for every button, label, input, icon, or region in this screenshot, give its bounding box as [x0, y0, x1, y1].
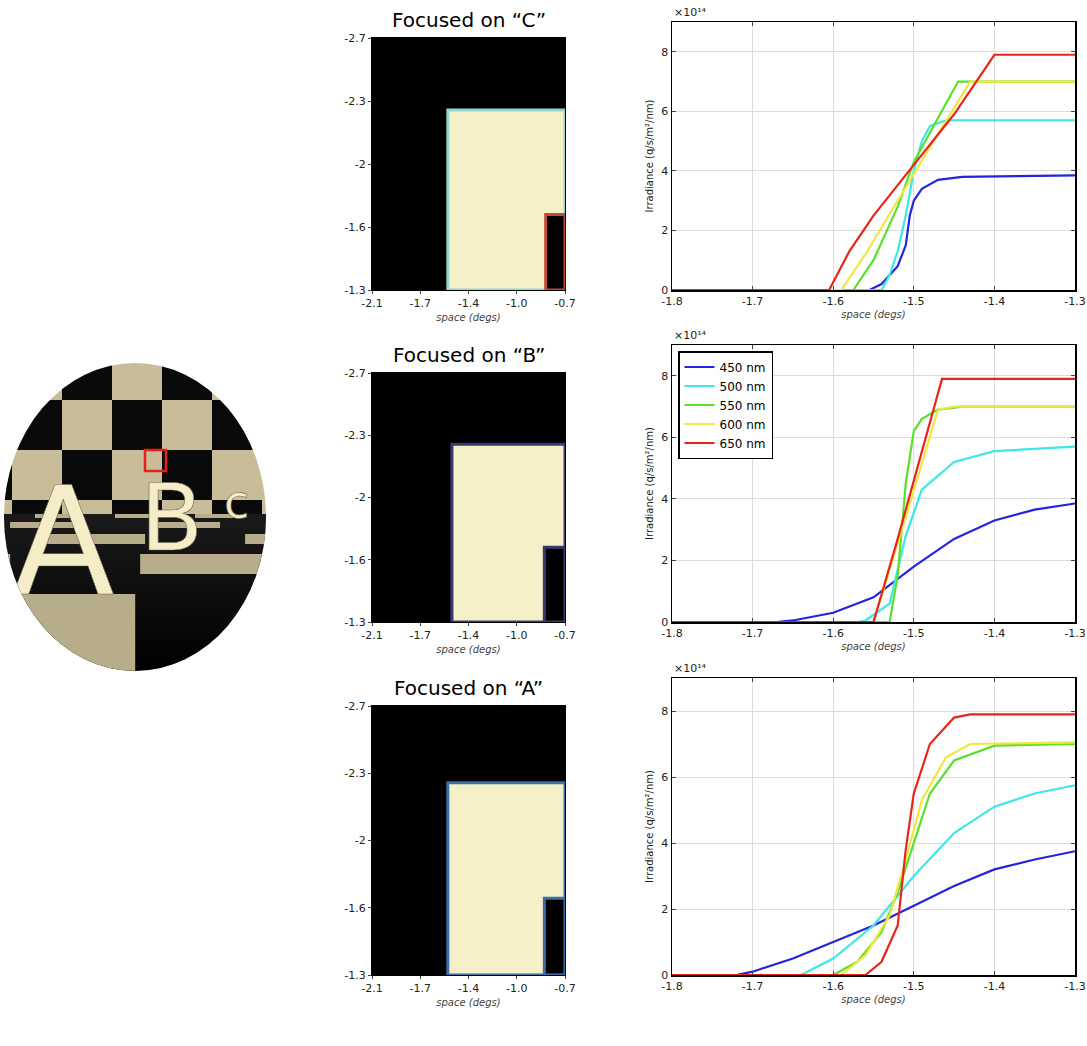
svg-text:B: B	[140, 465, 203, 572]
svg-text:-1.6: -1.6	[822, 980, 843, 993]
svg-text:-1.6: -1.6	[344, 902, 365, 915]
svg-text:-1.3: -1.3	[344, 616, 365, 629]
svg-text:space (degs): space (degs)	[436, 312, 500, 323]
svg-text:2: 2	[661, 554, 668, 567]
svg-text:×10¹⁴: ×10¹⁴	[674, 662, 707, 675]
svg-text:4: 4	[661, 837, 668, 850]
svg-text:-1.4: -1.4	[984, 295, 1005, 308]
svg-text:4: 4	[661, 165, 668, 178]
svg-text:6: 6	[661, 771, 668, 784]
svg-text:Focused on “C”: Focused on “C”	[392, 8, 546, 32]
svg-text:-2.3: -2.3	[344, 767, 365, 780]
svg-text:-1.3: -1.3	[344, 284, 365, 297]
svg-text:-2.1: -2.1	[361, 297, 382, 310]
svg-text:space (degs): space (degs)	[841, 994, 905, 1005]
svg-text:-2: -2	[355, 834, 366, 847]
svg-text:-1.5: -1.5	[903, 295, 924, 308]
svg-text:-1.4: -1.4	[458, 629, 479, 642]
svg-text:0: 0	[661, 616, 668, 629]
svg-text:-1.4: -1.4	[458, 297, 479, 310]
svg-text:×10¹⁴: ×10¹⁴	[674, 329, 707, 342]
svg-text:-1.5: -1.5	[903, 980, 924, 993]
svg-text:Irradiance (q/s/m²/nm): Irradiance (q/s/m²/nm)	[644, 427, 655, 540]
svg-text:c: c	[224, 475, 249, 529]
svg-text:6: 6	[661, 431, 668, 444]
svg-text:-1.5: -1.5	[903, 627, 924, 640]
svg-text:Focused on “B”: Focused on “B”	[393, 343, 545, 367]
svg-text:-0.7: -0.7	[554, 629, 575, 642]
svg-text:-1.0: -1.0	[506, 297, 527, 310]
svg-text:-1.3: -1.3	[1064, 980, 1085, 993]
svg-text:500 nm: 500 nm	[720, 380, 766, 394]
svg-text:-1.8: -1.8	[661, 627, 682, 640]
svg-text:-2.7: -2.7	[344, 32, 365, 45]
svg-text:-1.8: -1.8	[661, 980, 682, 993]
svg-text:×10¹⁴: ×10¹⁴	[674, 6, 707, 19]
svg-text:-1.0: -1.0	[506, 982, 527, 995]
svg-text:-1.3: -1.3	[1064, 627, 1085, 640]
svg-text:-1.6: -1.6	[344, 554, 365, 567]
svg-text:8: 8	[661, 370, 668, 383]
svg-text:-0.7: -0.7	[554, 297, 575, 310]
svg-text:8: 8	[661, 46, 668, 59]
svg-text:-1.0: -1.0	[506, 629, 527, 642]
svg-text:space (degs): space (degs)	[436, 997, 500, 1008]
svg-text:-1.7: -1.7	[410, 982, 431, 995]
svg-text:space (degs): space (degs)	[841, 309, 905, 320]
svg-text:2: 2	[661, 224, 668, 237]
svg-text:-1.4: -1.4	[984, 980, 1005, 993]
svg-text:Focused on “A”: Focused on “A”	[394, 676, 543, 700]
svg-text:-2.7: -2.7	[344, 700, 365, 713]
svg-text:-1.7: -1.7	[410, 629, 431, 642]
svg-text:-1.6: -1.6	[822, 627, 843, 640]
svg-text:-2.1: -2.1	[361, 629, 382, 642]
svg-text:-1.7: -1.7	[742, 980, 763, 993]
svg-text:-2.3: -2.3	[344, 429, 365, 442]
svg-text:-1.3: -1.3	[1064, 295, 1085, 308]
svg-text:Irradiance (q/s/m²/nm): Irradiance (q/s/m²/nm)	[644, 770, 655, 883]
svg-text:0: 0	[661, 284, 668, 297]
svg-text:-1.6: -1.6	[344, 221, 365, 234]
svg-text:-2.7: -2.7	[344, 367, 365, 380]
svg-text:-1.7: -1.7	[410, 297, 431, 310]
svg-text:-1.6: -1.6	[822, 295, 843, 308]
svg-text:-2.3: -2.3	[344, 95, 365, 108]
svg-text:-1.7: -1.7	[742, 627, 763, 640]
svg-text:-2: -2	[355, 491, 366, 504]
svg-text:8: 8	[661, 705, 668, 718]
svg-text:-1.3: -1.3	[344, 969, 365, 982]
svg-text:-0.7: -0.7	[554, 982, 575, 995]
svg-text:-2.1: -2.1	[361, 982, 382, 995]
svg-text:450 nm: 450 nm	[720, 361, 766, 375]
svg-text:-1.4: -1.4	[984, 627, 1005, 640]
svg-text:space (degs): space (degs)	[841, 641, 905, 652]
svg-text:2: 2	[661, 903, 668, 916]
svg-text:-2: -2	[355, 158, 366, 171]
svg-text:A: A	[12, 455, 115, 629]
svg-text:550 nm: 550 nm	[720, 399, 766, 413]
svg-text:-1.8: -1.8	[661, 295, 682, 308]
svg-text:600 nm: 600 nm	[720, 418, 766, 432]
svg-text:-1.4: -1.4	[458, 982, 479, 995]
svg-text:4: 4	[661, 493, 668, 506]
svg-text:space (degs): space (degs)	[436, 644, 500, 655]
svg-text:Irradiance (q/s/m²/nm): Irradiance (q/s/m²/nm)	[644, 99, 655, 212]
svg-text:650 nm: 650 nm	[720, 437, 766, 451]
svg-text:-1.7: -1.7	[742, 295, 763, 308]
svg-text:6: 6	[661, 105, 668, 118]
svg-text:0: 0	[661, 969, 668, 982]
